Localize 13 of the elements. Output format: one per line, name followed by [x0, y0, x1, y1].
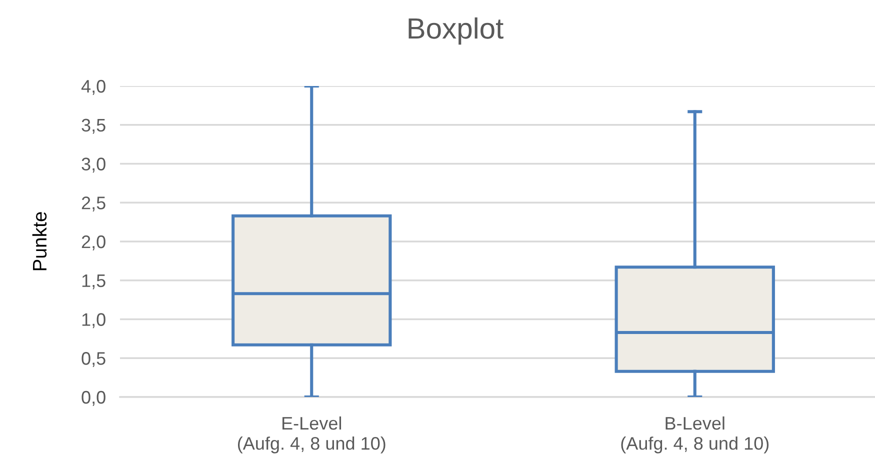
y-axis-title: Punkte	[32, 212, 47, 270]
chart-title: Boxplot	[408, 17, 504, 45]
y-tick-label: 3,0	[82, 158, 106, 173]
y-tick-label: 2,0	[82, 235, 106, 250]
y-tick-label: 1,5	[82, 274, 106, 290]
y-tick-label: 3,5	[82, 118, 106, 134]
x-tick-label: B-Level (Aufg. 4, 8 und 10)	[621, 416, 769, 454]
y-tick-label: 2,5	[82, 196, 106, 212]
y-tick-label: 0,0	[82, 390, 106, 406]
y-tick-label: 4,0	[81, 80, 106, 95]
y-tick-label: 1,0	[82, 313, 106, 328]
y-tick-label: 0,5	[82, 352, 106, 367]
x-tick-label: E-Level (Aufg. 4, 8 und 10)	[238, 416, 386, 454]
